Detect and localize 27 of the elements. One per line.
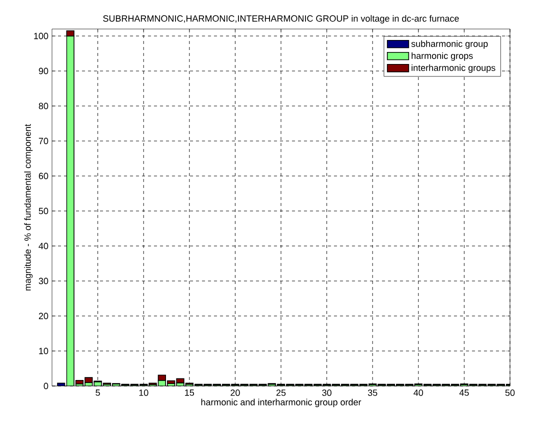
x-tick-label: 35 (368, 390, 378, 396)
y-tick-label: 20 (38, 312, 48, 320)
y-tick-label: 90 (38, 68, 48, 74)
x-tick-label: 10 (139, 390, 148, 396)
y-tick-label: 70 (38, 138, 48, 144)
y-tick-label: 10 (39, 348, 48, 354)
y-tick-label: 60 (38, 172, 48, 180)
x-tick-label: 25 (276, 390, 286, 396)
x-tick-label: 15 (185, 390, 194, 396)
y-tick-label: 30 (38, 278, 48, 284)
chart-title: SUBRHARMNONIC,HARMONIC,INTERHARMONIC GROUP in voltage in dc-arc furnace (103, 15, 459, 24)
x-tick-label: 40 (414, 390, 424, 396)
x-tick-label: 30 (322, 390, 332, 396)
x-tick-label: 20 (230, 390, 240, 396)
y-tick-label: 50 (38, 208, 48, 214)
legend-label: subharmonic group (411, 40, 488, 49)
y-tick-label: 100 (34, 32, 48, 40)
x-tick-label: 45 (459, 390, 469, 396)
y-tick-label: 0 (44, 382, 48, 390)
x-tick-label: 50 (505, 390, 515, 396)
legend-label: interharmonic groups (412, 64, 496, 73)
x-tick-label: 5 (96, 390, 100, 396)
y-tick-label: 40 (38, 242, 48, 250)
legend-label: harmonic grops (412, 52, 473, 61)
y-axis-title: magnitude - % of fundamental component (24, 124, 33, 290)
y-tick-label: 80 (38, 102, 48, 110)
x-axis-title: harmonic and interharmonic group order (201, 398, 362, 408)
